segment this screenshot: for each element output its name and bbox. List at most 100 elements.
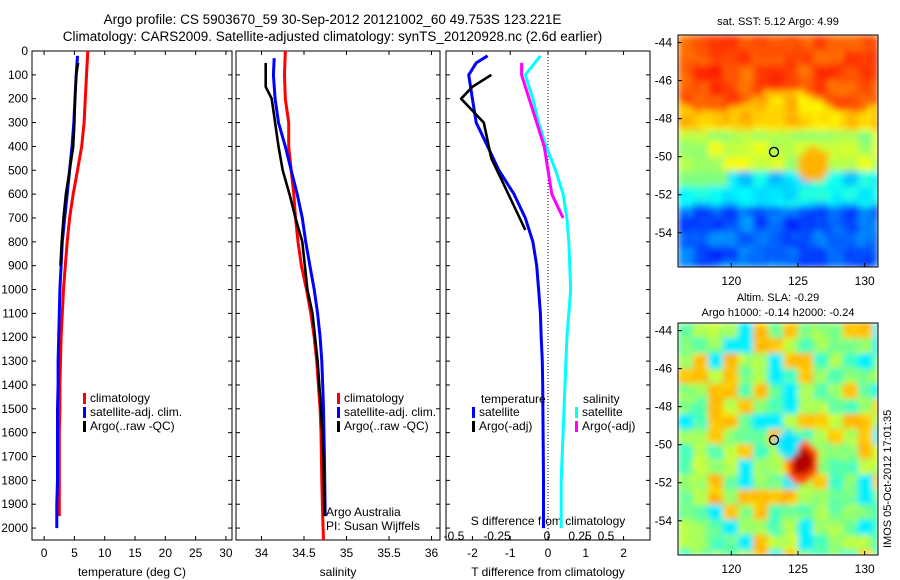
sst-cell	[813, 161, 819, 167]
sst-cell	[763, 90, 769, 97]
sst-cell	[828, 40, 834, 46]
sst-cell	[863, 151, 869, 157]
sst-cell	[833, 115, 839, 122]
sst-cell	[803, 241, 809, 248]
sla-cell	[688, 534, 694, 541]
sst-cell	[853, 246, 859, 253]
sst-cell	[723, 201, 729, 207]
sla-cell	[683, 434, 689, 440]
sst-cell	[713, 60, 719, 66]
temperature-legend-title: temperature	[481, 392, 546, 406]
sla-cell	[693, 388, 699, 395]
sla-cell	[768, 333, 774, 339]
sst-cell	[758, 231, 764, 238]
sla-cell	[768, 418, 774, 425]
sst-cell	[738, 262, 744, 267]
sst-cell	[783, 146, 789, 152]
sst-cell	[783, 65, 789, 71]
sst-cell	[683, 156, 689, 162]
sst-cell	[678, 120, 684, 127]
sla-cell	[853, 383, 859, 390]
sst-cell	[783, 95, 789, 102]
sst-cell	[828, 262, 834, 267]
sst-cell	[723, 90, 729, 97]
sla-cell	[703, 454, 709, 460]
sla-cell	[718, 489, 724, 495]
sla-cell	[798, 413, 804, 420]
sst-cell	[843, 40, 849, 46]
sst-cell	[713, 35, 719, 41]
sst-cell	[718, 55, 724, 61]
sla-cell	[788, 418, 794, 425]
sla-cell	[783, 328, 789, 334]
sst-cell	[863, 161, 869, 167]
sla-cell	[713, 383, 719, 390]
sst-cell	[818, 55, 824, 61]
sla-cell	[768, 469, 774, 475]
sst-cell	[843, 125, 849, 132]
sst-cell	[768, 90, 774, 97]
sla-cell	[853, 459, 859, 465]
sla-cell	[678, 534, 684, 541]
sla-cell	[758, 494, 764, 501]
sla-cell	[803, 489, 809, 495]
sla-cell	[723, 529, 729, 536]
sla-cell	[873, 489, 878, 495]
sst-cell	[798, 115, 804, 122]
sla-cell	[848, 449, 854, 455]
sst-cell	[788, 146, 794, 152]
sst-cell	[808, 55, 814, 61]
sst-cell	[693, 216, 699, 223]
sla-cell	[868, 484, 874, 490]
sla-cell	[818, 323, 824, 329]
difference-legend-swatch	[575, 407, 578, 418]
sst-cell	[688, 181, 694, 187]
sla-cell	[728, 544, 734, 551]
sla-cell	[708, 333, 714, 339]
sst-cell	[823, 156, 829, 162]
sst-cell	[723, 186, 729, 192]
sst-cell	[743, 191, 749, 197]
sla-cell	[788, 328, 794, 334]
sst-cell	[788, 110, 794, 117]
sst-cell	[803, 65, 809, 71]
sla-cell	[758, 333, 764, 339]
sst-cell	[723, 65, 729, 71]
sst-cell	[713, 120, 719, 127]
sst-cell	[713, 171, 719, 177]
sla-cell	[788, 363, 794, 369]
sst-cell	[713, 100, 719, 107]
sst-cell	[688, 60, 694, 66]
sla-cell	[873, 378, 878, 385]
sst-cell	[803, 110, 809, 117]
sla-cell	[808, 439, 814, 445]
sla-cell	[828, 479, 834, 485]
sst-cell	[758, 226, 764, 233]
sst-cell	[853, 125, 859, 132]
sst-cell	[783, 256, 789, 263]
sla-cell	[818, 439, 824, 445]
sla-cell	[828, 378, 834, 385]
sla-cell	[793, 378, 799, 385]
sst-cell	[708, 120, 714, 127]
sla-cell	[868, 449, 874, 455]
sst-cell	[803, 95, 809, 102]
sla-cell	[803, 418, 809, 425]
sla-cell	[828, 544, 834, 551]
sst-cell	[873, 262, 878, 267]
sla-cell	[868, 383, 874, 390]
sst-cell	[693, 171, 699, 177]
sst-cell	[838, 100, 844, 107]
sla-cell	[768, 464, 774, 470]
sla-cell	[803, 459, 809, 465]
temperature-xlabel: temperature (deg C)	[78, 565, 186, 579]
sst-cell	[823, 100, 829, 107]
sla-cell	[768, 439, 774, 445]
sst-cell	[768, 221, 774, 228]
sst-cell	[768, 216, 774, 223]
sst-cell	[848, 221, 854, 228]
sst-cell	[703, 50, 709, 56]
sla-cell	[698, 413, 704, 420]
sst-cell	[818, 176, 824, 182]
